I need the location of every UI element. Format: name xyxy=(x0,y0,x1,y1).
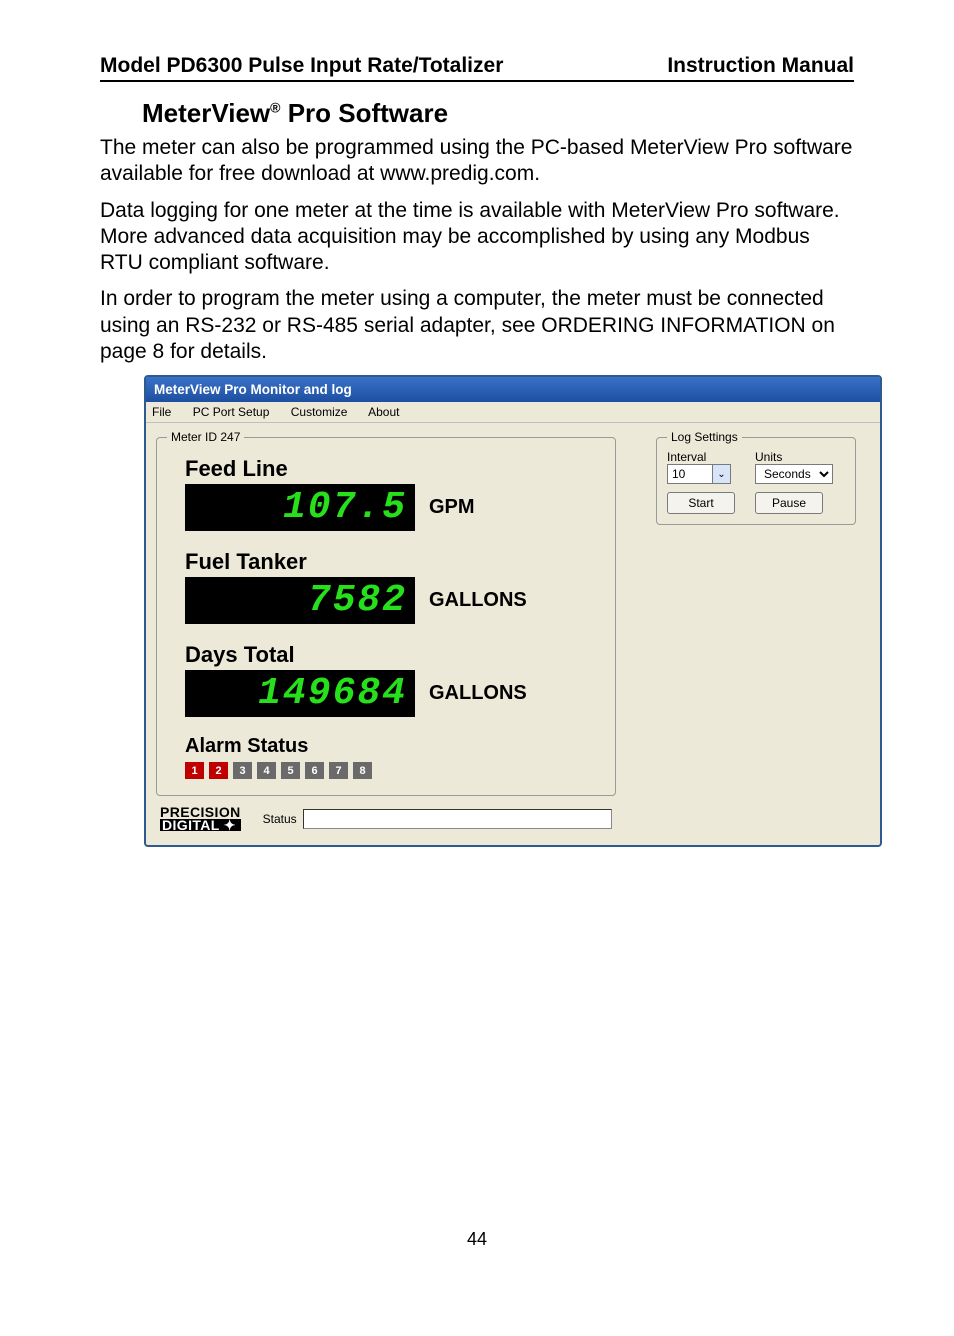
alarm-indicator-8: 8 xyxy=(353,762,372,779)
meter-group-legend: Meter ID 247 xyxy=(167,430,244,444)
menu-file[interactable]: File xyxy=(152,405,171,419)
alarm-indicator-5: 5 xyxy=(281,762,300,779)
alarm-indicator-2: 2 xyxy=(209,762,228,779)
log-settings-legend: Log Settings xyxy=(667,430,742,444)
interval-label: Interval xyxy=(667,450,731,464)
registered-mark: ® xyxy=(270,99,280,115)
meter-block: Fuel Tanker7582 GALLONS xyxy=(185,549,605,624)
meter-display: 149684 xyxy=(185,670,415,717)
alarm-indicator-4: 4 xyxy=(257,762,276,779)
alarm-indicator-6: 6 xyxy=(305,762,324,779)
start-button[interactable]: Start xyxy=(667,492,735,514)
meter-unit: GALLONS xyxy=(429,589,527,612)
meter-label: Days Total xyxy=(185,642,605,668)
status-label: Status xyxy=(263,812,297,826)
app-window: MeterView Pro Monitor and log File PC Po… xyxy=(144,375,882,847)
meter-display: 107.5 xyxy=(185,484,415,531)
window-titlebar: MeterView Pro Monitor and log xyxy=(146,377,880,402)
meter-label: Fuel Tanker xyxy=(185,549,605,575)
page-number: 44 xyxy=(0,1229,954,1250)
pause-button[interactable]: Pause xyxy=(755,492,823,514)
alarm-row: 12345678 xyxy=(185,762,605,779)
doc-header-left: Model PD6300 Pulse Input Rate/Totalizer xyxy=(100,54,503,78)
menu-customize[interactable]: Customize xyxy=(291,405,348,419)
interval-dropdown-icon[interactable]: ⌄ xyxy=(713,464,731,484)
logo-line2: DIGITAL ✦ xyxy=(160,819,241,832)
units-select[interactable]: Seconds xyxy=(755,464,833,484)
doc-header-right: Instruction Manual xyxy=(667,54,854,78)
meter-block: Days Total149684 GALLONS xyxy=(185,642,605,717)
alarm-indicator-3: 3 xyxy=(233,762,252,779)
alarm-indicator-7: 7 xyxy=(329,762,348,779)
precision-digital-logo: PRECISION DIGITAL ✦ xyxy=(160,806,241,831)
meter-block: Feed Line107.5 GPM xyxy=(185,456,605,531)
menu-pcport[interactable]: PC Port Setup xyxy=(193,405,270,419)
alarm-indicator-1: 1 xyxy=(185,762,204,779)
meter-label: Feed Line xyxy=(185,456,605,482)
section-title-prefix: MeterView xyxy=(142,98,270,128)
paragraph-1: The meter can also be programmed using t… xyxy=(100,135,854,188)
paragraph-2: Data logging for one meter at the time i… xyxy=(100,198,854,277)
status-output xyxy=(303,809,612,829)
section-title: MeterView® Pro Software xyxy=(142,98,854,129)
section-title-suffix: Pro Software xyxy=(280,98,448,128)
menubar: File PC Port Setup Customize About xyxy=(146,402,880,423)
meter-unit: GALLONS xyxy=(429,682,527,705)
units-label: Units xyxy=(755,450,833,464)
meter-display: 7582 xyxy=(185,577,415,624)
interval-input[interactable] xyxy=(667,464,713,484)
meter-unit: GPM xyxy=(429,496,475,519)
alarm-status-label: Alarm Status xyxy=(185,735,605,758)
menu-about[interactable]: About xyxy=(368,405,399,419)
paragraph-3: In order to program the meter using a co… xyxy=(100,286,854,365)
